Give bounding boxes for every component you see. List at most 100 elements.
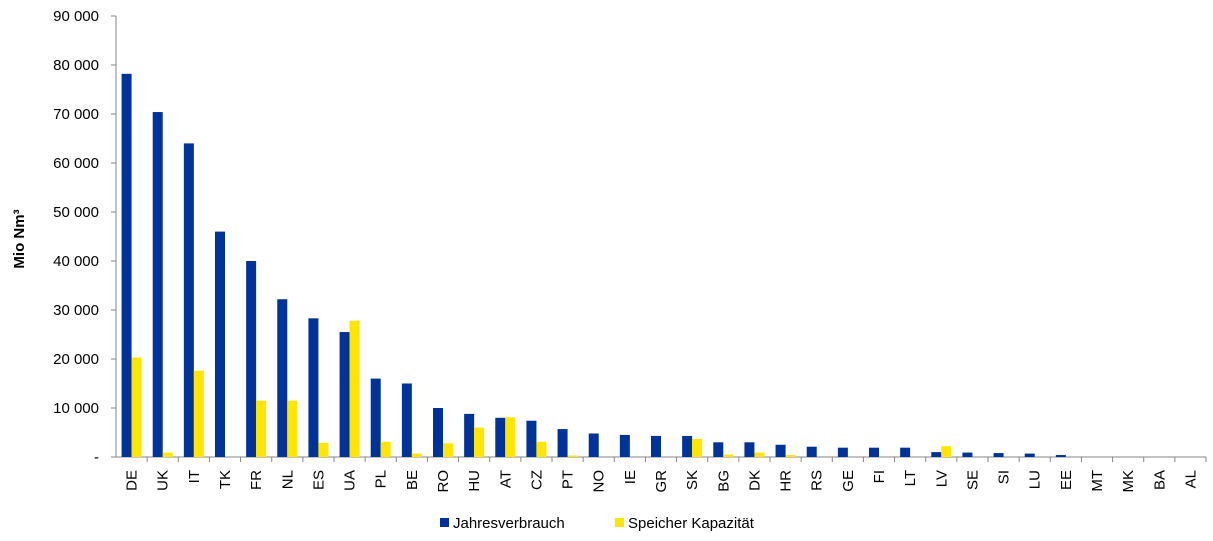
- x-tick-label: PL: [373, 470, 390, 488]
- y-tick-label: -: [94, 449, 99, 466]
- bar-jahresverbrauch-be: [401, 383, 412, 457]
- x-tick-label: IT: [186, 470, 203, 483]
- x-tick-label: CZ: [528, 470, 545, 490]
- bar-jahresverbrauch-fr: [246, 261, 257, 457]
- y-axis-title: Mio Nm³: [11, 209, 28, 268]
- bar-speicher-kapazitaet-dk: [754, 452, 765, 457]
- bar-jahresverbrauch-cz: [526, 420, 537, 457]
- bar-jahresverbrauch-ro: [433, 408, 443, 457]
- bar-speicher-kapazitaet-nl: [287, 400, 298, 457]
- legend: Jahresverbrauch Speicher Kapazität: [440, 515, 755, 532]
- x-tick-label: DK: [746, 470, 763, 491]
- bar-speicher-kapazitaet-pl: [380, 441, 391, 457]
- bar-speicher-kapazitaet-fr: [256, 400, 267, 457]
- bars: [121, 73, 1066, 457]
- legend-label-1: Speicher Kapazität: [628, 515, 755, 532]
- x-tick-label: RS: [809, 470, 826, 491]
- x-tick-label: SK: [684, 470, 701, 490]
- x-tick-label: UK: [155, 470, 172, 491]
- bar-speicher-kapazitaet-be: [411, 453, 422, 457]
- bar-speicher-kapazitaet-hr: [785, 455, 796, 457]
- bar-jahresverbrauch-lt: [900, 447, 911, 457]
- x-tick-label: GR: [653, 470, 670, 493]
- x-tick-label: AL: [1182, 470, 1199, 488]
- bar-jahresverbrauch-at: [495, 417, 506, 457]
- x-tick-label: FI: [871, 470, 888, 483]
- bar-jahresverbrauch-de: [121, 73, 132, 457]
- bar-jahresverbrauch-si: [993, 453, 1004, 457]
- bar-jahresverbrauch-ie: [619, 434, 630, 457]
- x-tick-label: NL: [279, 470, 296, 489]
- y-tick-label: 60 000: [53, 155, 99, 172]
- bar-speicher-kapazitaet-sk: [692, 438, 703, 457]
- bar-jahresverbrauch-no: [588, 433, 599, 457]
- bar-speicher-kapazitaet-es: [318, 442, 329, 457]
- bar-speicher-kapazitaet-pt: [567, 455, 578, 457]
- bar-jahresverbrauch-lv: [931, 452, 942, 457]
- y-tick-label: 30 000: [53, 302, 99, 319]
- y-tick-label: 40 000: [53, 253, 99, 270]
- x-tick-label: NO: [591, 470, 608, 493]
- bar-speicher-kapazitaet-hu: [474, 427, 485, 457]
- y-tick-label: 50 000: [53, 204, 99, 221]
- bar-jahresverbrauch-nl: [277, 299, 288, 457]
- bar-jahresverbrauch-hu: [464, 413, 475, 457]
- y-tick-label: 10 000: [53, 400, 99, 417]
- bar-jahresverbrauch-ua: [339, 332, 350, 457]
- legend-swatch-0: [440, 518, 449, 527]
- bar-jahresverbrauch-lu: [1024, 453, 1035, 457]
- x-tick-label: LV: [933, 470, 950, 487]
- bar-jahresverbrauch-it: [183, 143, 194, 457]
- y-tick-label: 70 000: [53, 106, 99, 123]
- x-tick-label: HR: [778, 470, 795, 492]
- legend-swatch-1: [615, 518, 624, 527]
- bar-jahresverbrauch-sk: [682, 435, 693, 457]
- bar-jahresverbrauch-ee: [1055, 455, 1066, 457]
- bar-jahresverbrauch-ge: [837, 447, 848, 457]
- bar-jahresverbrauch-rs: [806, 446, 817, 457]
- x-tick-label: HU: [466, 470, 483, 492]
- bar-jahresverbrauch-fi: [869, 447, 879, 457]
- x-tick-label: LU: [1027, 470, 1044, 489]
- x-tick-label: MK: [1120, 470, 1137, 493]
- y-tick-label: 80 000: [53, 57, 99, 74]
- x-tick-label: AT: [497, 470, 514, 488]
- bar-jahresverbrauch-hr: [775, 444, 786, 457]
- bar-speicher-kapazitaet-bg: [723, 454, 734, 457]
- bar-jahresverbrauch-uk: [152, 112, 163, 457]
- bar-speicher-kapazitaet-it: [193, 370, 204, 457]
- y-axis: - 10 000 20 000 30 000 40 000 50 000 60 000 70 …: [53, 8, 117, 466]
- bar-jahresverbrauch-pt: [557, 429, 568, 457]
- bar-jahresverbrauch-dk: [744, 442, 755, 457]
- x-tick-label: RO: [435, 470, 452, 493]
- x-tick-label: MT: [1089, 470, 1106, 492]
- bar-speicher-kapazitaet-lv: [941, 446, 952, 457]
- bar-speicher-kapazitaet-ro: [443, 443, 453, 457]
- x-tick-label: LT: [902, 470, 919, 486]
- bar-jahresverbrauch-tk: [215, 231, 225, 457]
- y-tick-label: 20 000: [53, 351, 99, 368]
- bar-jahresverbrauch-pl: [370, 378, 381, 457]
- x-tick-label: BA: [1151, 470, 1168, 490]
- bar-jahresverbrauch-bg: [713, 442, 724, 457]
- bar-speicher-kapazitaet-at: [505, 417, 516, 457]
- y-tick-label: 90 000: [53, 8, 99, 25]
- x-axis: DE UK IT TK FR NL ES UA PL BE RO HU AT CZ PT NO IE GR SK BG…: [116, 456, 1207, 493]
- x-tick-label: DE: [124, 470, 141, 491]
- bar-speicher-kapazitaet-uk: [162, 452, 173, 457]
- legend-label-0: Jahresverbrauch: [453, 515, 565, 532]
- x-tick-label: EE: [1058, 470, 1075, 490]
- x-tick-label: TK: [217, 470, 234, 489]
- x-tick-label: PT: [560, 470, 577, 489]
- bar-jahresverbrauch-se: [962, 452, 973, 457]
- x-tick-label: SE: [964, 470, 981, 490]
- bar-jahresverbrauch-gr: [651, 435, 661, 457]
- x-tick-label: BE: [404, 470, 421, 490]
- bar-speicher-kapazitaet-ua: [349, 320, 360, 457]
- x-tick-label: UA: [342, 470, 359, 491]
- bar-speicher-kapazitaet-cz: [536, 441, 547, 457]
- bar-speicher-kapazitaet-de: [131, 357, 142, 457]
- bar-jahresverbrauch-es: [308, 318, 319, 457]
- x-tick-label: IE: [622, 470, 639, 484]
